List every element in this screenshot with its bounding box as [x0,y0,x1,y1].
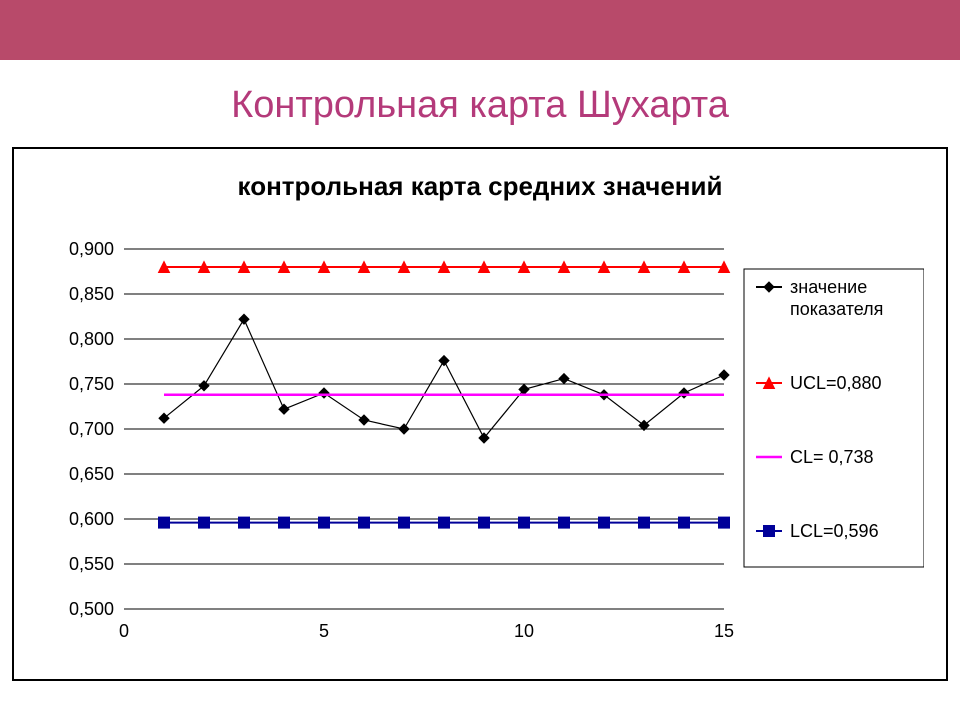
svg-text:0: 0 [119,621,129,641]
svg-text:10: 10 [514,621,534,641]
svg-text:LCL=0,596: LCL=0,596 [790,521,879,541]
svg-text:0,650: 0,650 [69,464,114,484]
svg-text:5: 5 [319,621,329,641]
chart-frame: контрольная карта средних значений 0,500… [12,147,948,681]
top-banner [0,0,960,60]
svg-text:UCL=0,880: UCL=0,880 [790,373,882,393]
svg-text:0,800: 0,800 [69,329,114,349]
svg-text:CL= 0,738: CL= 0,738 [790,447,874,467]
svg-text:0,750: 0,750 [69,374,114,394]
svg-text:0,900: 0,900 [69,239,114,259]
svg-text:значение: значение [790,277,867,297]
svg-text:0,500: 0,500 [69,599,114,619]
chart-plot: 0,500 0,550 0,600 0,650 0,700 0,750 0,800 0,850… [44,239,926,659]
svg-text:0,600: 0,600 [69,509,114,529]
svg-text:0,550: 0,550 [69,554,114,574]
svg-text:0,850: 0,850 [69,284,114,304]
svg-text:показателя: показателя [790,299,883,319]
svg-text:0,700: 0,700 [69,419,114,439]
svg-text:15: 15 [714,621,734,641]
chart-title: контрольная карта средних значений [14,149,946,210]
slide-title: Контрольная карта Шухарта [0,84,960,127]
